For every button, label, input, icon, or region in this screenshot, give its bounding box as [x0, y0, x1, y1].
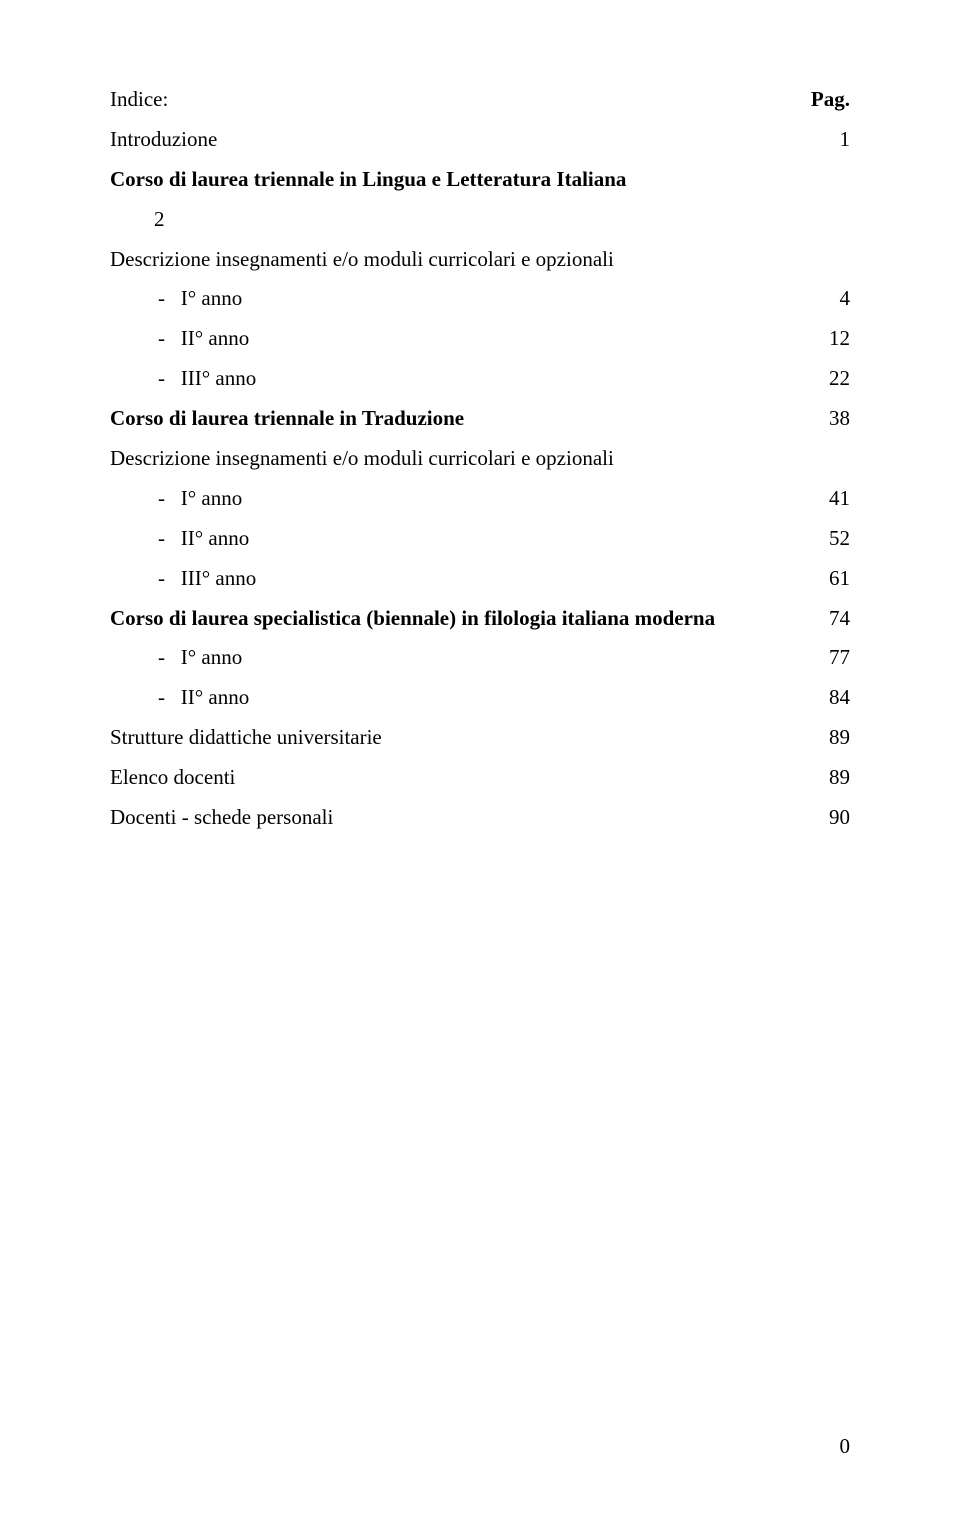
index-line-text: - III° anno	[158, 559, 256, 599]
index-line: Elenco docenti 89	[110, 758, 850, 798]
index-header: Indice: Pag.	[110, 80, 850, 120]
index-line-text: Corso di laurea triennale in Traduzione	[110, 399, 464, 439]
index-line-text: - I° anno	[158, 279, 242, 319]
index-line-text: - II° anno	[158, 678, 249, 718]
index-line-text: - II° anno	[158, 519, 249, 559]
index-line-text: Elenco docenti	[110, 758, 235, 798]
index-line: Descrizione insegnamenti e/o moduli curr…	[110, 439, 850, 479]
index-line-text: - II° anno	[158, 319, 249, 359]
index-line-page: 22	[829, 359, 850, 399]
index-line: Docenti - schede personali 90	[110, 798, 850, 838]
index-label: Indice:	[110, 80, 168, 120]
index-line: Strutture didattiche universitarie 89	[110, 718, 850, 758]
index-line: 2	[110, 200, 850, 240]
index-line: Corso di laurea triennale in Traduzione 3…	[110, 399, 850, 439]
index-line: - I° anno 4	[110, 279, 850, 319]
index-line-text: Introduzione	[110, 120, 217, 160]
index-line-page: 90	[829, 798, 850, 838]
index-line-page: 74	[829, 599, 850, 639]
index-line-text: Docenti - schede personali	[110, 798, 333, 838]
index-line-page: 12	[829, 319, 850, 359]
page-number: 0	[840, 1427, 851, 1467]
index-line-text: 2	[154, 200, 165, 240]
index-line-page: 89	[829, 758, 850, 798]
index-line: Corso di laurea triennale in Lingua e Le…	[110, 160, 850, 200]
index-line-text: Corso di laurea specialistica (biennale)…	[110, 599, 715, 639]
index-line: - II° anno 12	[110, 319, 850, 359]
index-line-text: - I° anno	[158, 479, 242, 519]
index-line: Corso di laurea specialistica (biennale)…	[110, 599, 850, 639]
index-line: - II° anno 52	[110, 519, 850, 559]
index-line: - III° anno 22	[110, 359, 850, 399]
index-line-page: 1	[840, 120, 851, 160]
page-column-label: Pag.	[811, 80, 850, 120]
index-line-page: 52	[829, 519, 850, 559]
index-line-text: Descrizione insegnamenti e/o moduli curr…	[110, 240, 614, 280]
index-line: - I° anno 41	[110, 479, 850, 519]
index-line: - III° anno 61	[110, 559, 850, 599]
index-line-text: Strutture didattiche universitarie	[110, 718, 382, 758]
index-line: Introduzione 1	[110, 120, 850, 160]
index-line-page: 41	[829, 479, 850, 519]
index-line: Descrizione insegnamenti e/o moduli curr…	[110, 240, 850, 280]
index-line-text: - I° anno	[158, 638, 242, 678]
index-line-page: 61	[829, 559, 850, 599]
index-line-page: 89	[829, 718, 850, 758]
index-body: Introduzione 1 Corso di laurea triennale i…	[110, 120, 850, 838]
index-line-page: 77	[829, 638, 850, 678]
index-line-page: 38	[829, 399, 850, 439]
index-line-page: 84	[829, 678, 850, 718]
document-page: Indice: Pag. Introduzione 1 Corso di laure…	[0, 0, 960, 1531]
index-line: - II° anno 84	[110, 678, 850, 718]
index-line-page: 4	[840, 279, 851, 319]
index-line-text: Descrizione insegnamenti e/o moduli curr…	[110, 439, 614, 479]
index-line-text: - III° anno	[158, 359, 256, 399]
index-line: - I° anno 77	[110, 638, 850, 678]
index-line-text: Corso di laurea triennale in Lingua e Le…	[110, 160, 626, 200]
